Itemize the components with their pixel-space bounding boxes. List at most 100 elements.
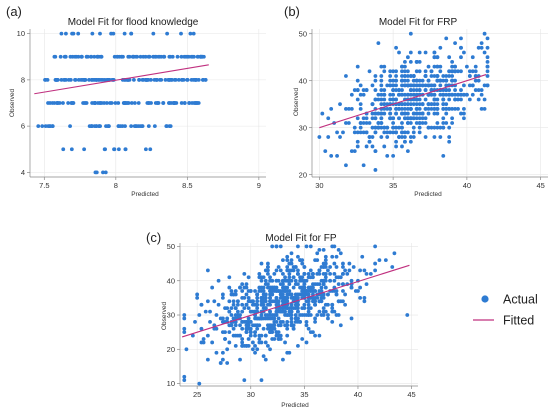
data-point	[361, 163, 366, 168]
data-point	[417, 116, 422, 121]
data-point	[225, 361, 230, 365]
data-point	[362, 295, 367, 300]
data-point	[158, 77, 162, 82]
data-point	[485, 74, 490, 78]
data-point	[432, 64, 437, 69]
data-point	[216, 302, 221, 307]
data-point	[220, 292, 225, 297]
data-point	[195, 295, 200, 300]
data-point	[274, 289, 279, 293]
data-point	[441, 102, 446, 107]
data-point	[270, 316, 275, 321]
data-point	[251, 299, 255, 304]
data-point	[411, 88, 416, 92]
data-point	[367, 121, 372, 125]
x-tick-label: 40	[463, 181, 471, 190]
data-point	[479, 88, 484, 92]
data-point	[238, 323, 242, 328]
data-point	[311, 271, 315, 276]
data-point	[251, 323, 255, 328]
data-point	[485, 36, 490, 41]
grid-b	[312, 29, 548, 177]
data-point	[450, 106, 455, 111]
data-point	[94, 124, 99, 129]
data-point	[87, 77, 91, 82]
data-point	[352, 88, 357, 92]
data-point	[379, 116, 384, 121]
fitted-line	[34, 64, 209, 95]
data-point	[379, 121, 384, 125]
data-point	[164, 124, 169, 129]
data-point	[242, 378, 247, 383]
data-point	[438, 64, 443, 69]
data-point	[479, 106, 484, 111]
data-point	[426, 111, 431, 116]
fit-b	[319, 74, 487, 129]
data-point	[167, 77, 172, 82]
data-point	[308, 285, 313, 290]
data-point	[414, 92, 419, 97]
data-point	[379, 135, 384, 139]
data-point	[268, 295, 272, 300]
data-point	[462, 83, 466, 88]
data-point	[382, 144, 387, 149]
data-point	[467, 97, 472, 102]
data-point	[344, 163, 348, 168]
data-point	[338, 323, 343, 328]
x-tick-label: 30	[315, 181, 323, 190]
data-point	[373, 111, 378, 116]
data-point	[291, 265, 296, 269]
data-point	[283, 285, 287, 290]
data-point	[364, 116, 369, 121]
data-point	[251, 340, 255, 345]
data-point	[408, 135, 413, 139]
data-point	[394, 106, 398, 111]
data-point	[319, 289, 324, 293]
data-point	[394, 130, 398, 135]
data-point	[112, 147, 117, 152]
data-point	[441, 74, 446, 78]
data-point	[411, 92, 416, 97]
data-point	[405, 149, 410, 154]
data-point	[266, 271, 270, 276]
data-point	[287, 278, 292, 283]
data-point	[453, 106, 457, 111]
data-point	[423, 83, 428, 88]
data-point	[94, 77, 99, 82]
title-a: Model Fit for flood knowledge	[68, 17, 199, 28]
data-point	[240, 309, 245, 314]
points-b	[317, 31, 490, 172]
data-point	[426, 106, 431, 111]
data-point	[50, 101, 55, 105]
data-point	[450, 92, 455, 97]
data-point	[382, 92, 387, 97]
data-point	[146, 54, 151, 59]
data-point	[482, 83, 487, 88]
data-point	[190, 333, 195, 338]
data-point	[98, 31, 102, 36]
data-point	[373, 268, 378, 273]
data-point	[441, 78, 446, 83]
data-point	[411, 125, 416, 130]
data-point	[259, 340, 264, 345]
data-point	[341, 289, 345, 293]
data-point	[317, 268, 322, 273]
data-point	[391, 125, 396, 130]
data-point	[411, 97, 416, 102]
data-point	[242, 271, 247, 276]
data-point	[89, 54, 94, 59]
points-c	[182, 244, 410, 386]
data-point	[179, 101, 184, 105]
data-point	[355, 144, 360, 149]
data-point	[179, 31, 183, 36]
data-point	[438, 92, 443, 97]
data-point	[300, 292, 305, 297]
data-point	[405, 92, 410, 97]
data-point	[408, 116, 413, 121]
x-tick-label: 7.5	[39, 181, 49, 190]
data-point	[240, 295, 245, 300]
data-point	[429, 106, 434, 111]
data-point	[447, 97, 452, 102]
data-point	[426, 92, 431, 97]
data-point	[352, 149, 357, 154]
